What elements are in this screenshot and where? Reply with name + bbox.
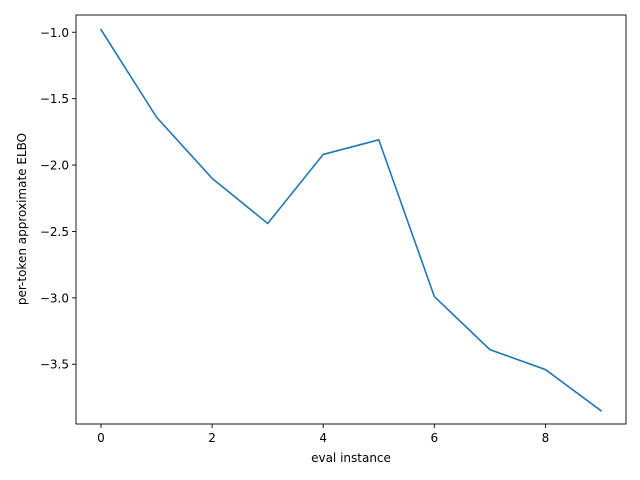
- x-tick-label: 2: [208, 431, 216, 445]
- x-tick-label: 0: [97, 431, 105, 445]
- y-axis-ticks: −1.0 −1.5 −2.0 −2.5 −3.0 −3.5: [40, 26, 76, 372]
- x-tick-label: 4: [319, 431, 327, 445]
- y-tick-label: −1.0: [40, 26, 69, 40]
- plot-area: [75, 14, 627, 425]
- y-tick-label: −1.5: [40, 92, 69, 106]
- y-tick-label: −3.5: [40, 358, 69, 372]
- y-tick-label: −2.5: [40, 225, 69, 239]
- x-axis-ticks: 0 2 4 6 8: [97, 424, 549, 445]
- series-line-0: [99, 28, 603, 412]
- x-tick-label: 6: [431, 431, 439, 445]
- y-axis-label: per-token approximate ELBO: [15, 133, 29, 305]
- x-axis-label: eval instance: [311, 451, 391, 465]
- y-tick-label: −3.0: [40, 291, 69, 305]
- axes-frame: [75, 14, 627, 425]
- x-tick-label: 8: [542, 431, 550, 445]
- y-tick-label: −2.0: [40, 159, 69, 173]
